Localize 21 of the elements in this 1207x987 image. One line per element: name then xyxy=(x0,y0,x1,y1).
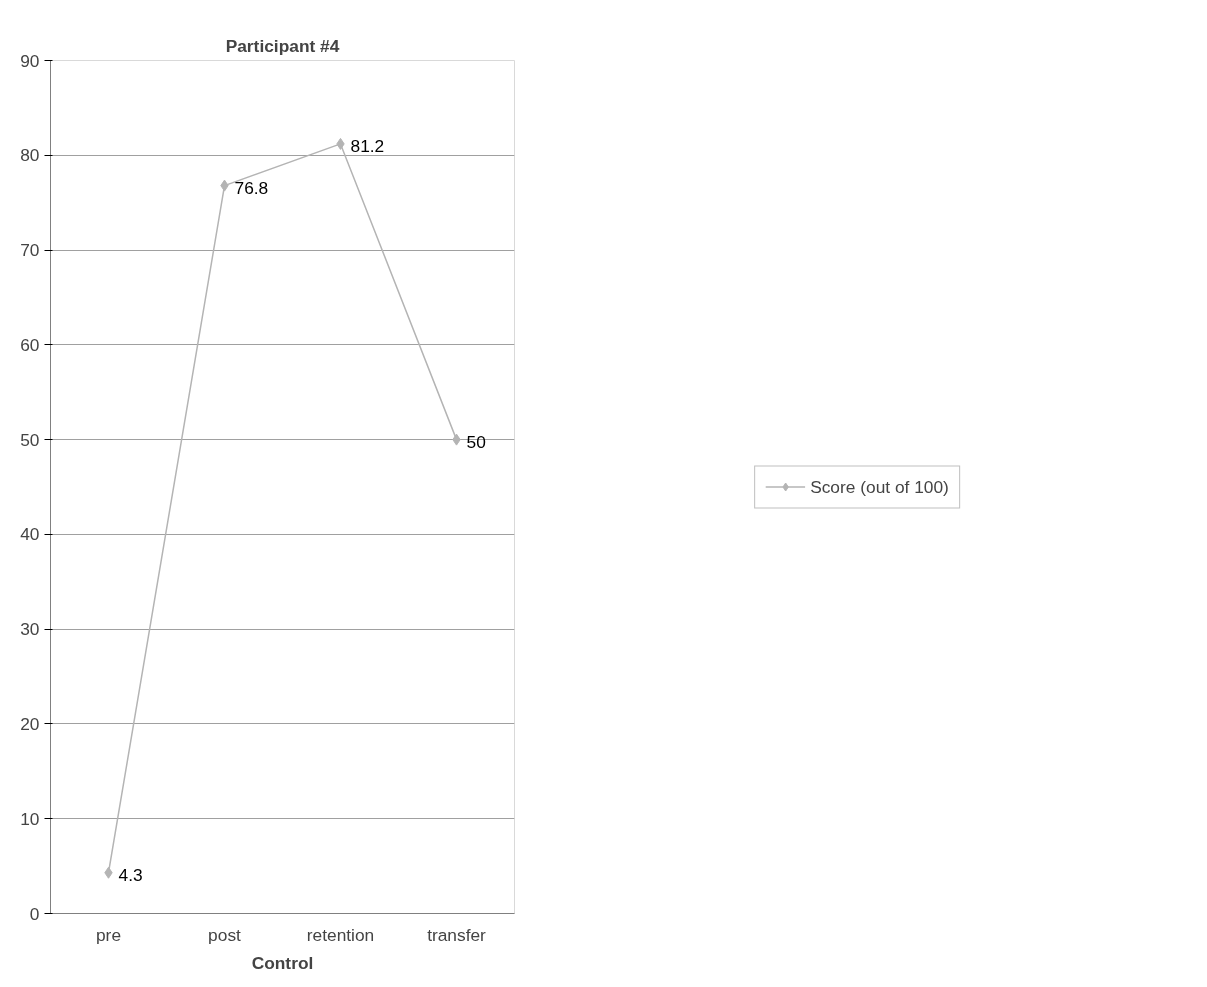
y-tick-label: 0 xyxy=(29,903,40,924)
y-tick-label: 80 xyxy=(20,145,40,166)
data-label: 76.8 xyxy=(234,177,269,198)
y-tick-label: 10 xyxy=(20,808,40,829)
data-label: 50 xyxy=(466,431,486,452)
x-tick-label: post xyxy=(208,924,242,945)
x-tick-label: pre xyxy=(95,924,122,945)
chart-title: Participant #4 xyxy=(225,35,340,56)
x-tick-label: retention xyxy=(306,924,375,945)
x-tick-label: transfer xyxy=(427,924,487,945)
y-tick-label: 60 xyxy=(20,334,40,355)
x-axis-title: Control xyxy=(251,952,314,973)
data-label: 4.3 xyxy=(118,864,143,885)
y-tick-label: 90 xyxy=(20,50,40,71)
y-tick-label: 20 xyxy=(20,713,40,734)
legend-label: Score (out of 100) xyxy=(810,476,949,497)
y-tick-label: 30 xyxy=(20,619,40,640)
data-label: 81.2 xyxy=(350,135,385,156)
y-tick-label: 40 xyxy=(20,524,40,545)
y-tick-label: 50 xyxy=(20,429,40,450)
y-tick-label: 70 xyxy=(20,240,40,261)
